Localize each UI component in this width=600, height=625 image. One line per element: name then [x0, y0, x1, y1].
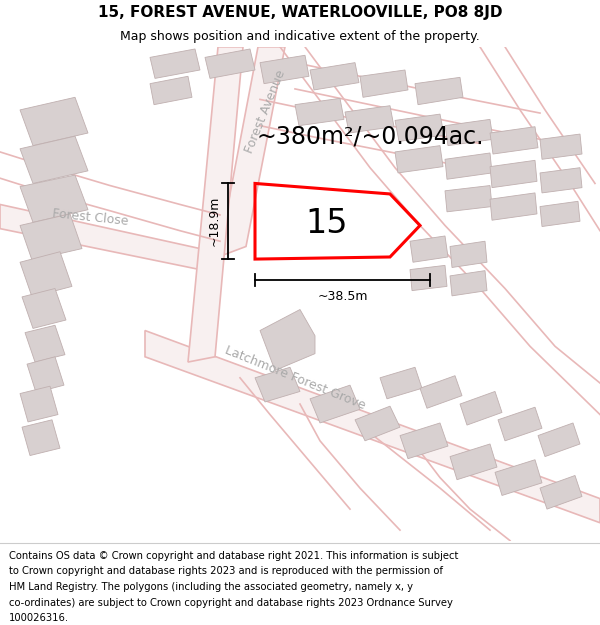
Polygon shape	[345, 106, 394, 133]
Polygon shape	[310, 385, 360, 423]
Polygon shape	[310, 62, 359, 90]
Polygon shape	[450, 271, 487, 296]
Polygon shape	[20, 98, 88, 146]
Polygon shape	[445, 186, 492, 212]
Text: co-ordinates) are subject to Crown copyright and database rights 2023 Ordnance S: co-ordinates) are subject to Crown copyr…	[9, 598, 453, 608]
Text: Forest Avenue: Forest Avenue	[242, 69, 287, 156]
Polygon shape	[540, 134, 582, 159]
Polygon shape	[395, 114, 444, 141]
Polygon shape	[295, 98, 344, 126]
Text: to Crown copyright and database rights 2023 and is reproduced with the permissio: to Crown copyright and database rights 2…	[9, 566, 443, 576]
Polygon shape	[450, 444, 497, 480]
Polygon shape	[490, 193, 537, 220]
Text: 15, FOREST AVENUE, WATERLOOVILLE, PO8 8JD: 15, FOREST AVENUE, WATERLOOVILLE, PO8 8J…	[98, 5, 502, 20]
Polygon shape	[150, 49, 200, 78]
Polygon shape	[450, 241, 487, 268]
Polygon shape	[25, 325, 65, 362]
Polygon shape	[540, 201, 580, 226]
Polygon shape	[460, 391, 502, 425]
Polygon shape	[360, 70, 408, 98]
Polygon shape	[380, 368, 422, 399]
Polygon shape	[20, 136, 88, 184]
Polygon shape	[260, 55, 309, 84]
Polygon shape	[540, 168, 582, 193]
Polygon shape	[218, 47, 285, 257]
Polygon shape	[490, 161, 537, 188]
Polygon shape	[495, 460, 542, 496]
Polygon shape	[400, 423, 448, 459]
Text: ~380m²/~0.094ac.: ~380m²/~0.094ac.	[256, 124, 484, 148]
Polygon shape	[20, 175, 88, 222]
Polygon shape	[410, 266, 447, 291]
Polygon shape	[150, 76, 192, 104]
Polygon shape	[27, 357, 64, 392]
Polygon shape	[415, 78, 463, 104]
Polygon shape	[395, 146, 443, 173]
Polygon shape	[490, 127, 538, 154]
Polygon shape	[188, 47, 243, 362]
Polygon shape	[355, 406, 400, 441]
Text: Latchmore Forest Grove: Latchmore Forest Grove	[223, 344, 367, 412]
Text: ~18.9m: ~18.9m	[208, 196, 221, 246]
Text: Forest Close: Forest Close	[52, 207, 128, 227]
Polygon shape	[20, 214, 82, 260]
Polygon shape	[0, 204, 200, 269]
Polygon shape	[445, 153, 492, 179]
Polygon shape	[540, 476, 582, 509]
Text: Contains OS data © Crown copyright and database right 2021. This information is : Contains OS data © Crown copyright and d…	[9, 551, 458, 561]
Text: ~38.5m: ~38.5m	[317, 291, 368, 303]
Polygon shape	[145, 331, 600, 522]
Polygon shape	[538, 423, 580, 457]
Polygon shape	[420, 376, 462, 408]
Polygon shape	[410, 236, 448, 262]
Polygon shape	[22, 420, 60, 456]
Polygon shape	[20, 252, 72, 297]
Text: Map shows position and indicative extent of the property.: Map shows position and indicative extent…	[120, 30, 480, 43]
Polygon shape	[498, 408, 542, 441]
Polygon shape	[260, 309, 315, 371]
Polygon shape	[445, 119, 493, 146]
Polygon shape	[22, 289, 66, 328]
Polygon shape	[205, 49, 255, 78]
Text: HM Land Registry. The polygons (including the associated geometry, namely x, y: HM Land Registry. The polygons (includin…	[9, 582, 413, 592]
Polygon shape	[255, 368, 300, 402]
Text: 100026316.: 100026316.	[9, 613, 69, 623]
Text: 15: 15	[306, 208, 348, 240]
Polygon shape	[20, 386, 58, 422]
